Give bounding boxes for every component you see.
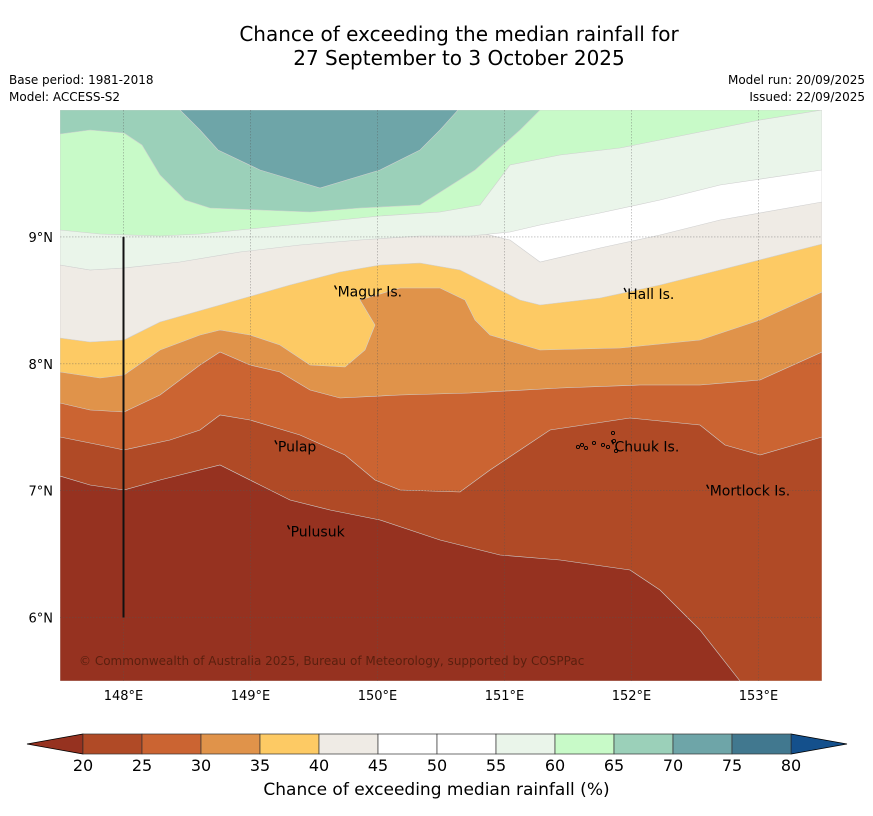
colorbar-swatch (436, 733, 497, 755)
lon-tick-label: 151°E (485, 689, 525, 704)
island-markers (575, 430, 619, 454)
island-marker (610, 439, 615, 445)
colorbar-tick-label: 20 (73, 756, 93, 775)
issued-date: Issued: 22/09/2025 (749, 90, 865, 104)
colorbar-tick-label: 80 (781, 756, 801, 775)
meta-right: Model run: 20/09/2025 Issued: 22/09/2025 (728, 72, 865, 106)
islet-icon (575, 444, 581, 450)
lat-tick-label: 7°N (29, 485, 54, 500)
colorbar-tick-label: 45 (368, 756, 388, 775)
islet-icon (591, 440, 597, 446)
colorbar-swatch (259, 733, 320, 755)
lat-tick-label: 8°N (29, 358, 54, 373)
colorbar-under-arrow (26, 733, 84, 755)
lon-tick-label: 149°E (231, 689, 271, 704)
latitude-ticks: 9°N 8°N 7°N 6°N (29, 231, 54, 627)
island-marker (623, 287, 627, 293)
colorbar-tick-label: 30 (191, 756, 211, 775)
lat-tick-label: 6°N (29, 612, 54, 627)
longitude-ticks: 148°E 149°E 150°E 151°E 152°E 153°E (104, 689, 779, 704)
meta-left: Base period: 1981-2018 Model: ACCESS-S2 (9, 72, 154, 106)
colorbar-over-arrow (790, 733, 848, 755)
chart-title: Chance of exceeding the median rainfall … (0, 22, 873, 70)
base-period: Base period: 1981-2018 (9, 73, 154, 87)
contour-bands (60, 110, 822, 681)
colorbar-label: Chance of exceeding median rainfall (%) (263, 780, 610, 800)
graticule (60, 110, 822, 681)
colorbar-swatch (318, 733, 379, 755)
colorbar-tick-label: 35 (250, 756, 270, 775)
colorbar-swatch (672, 733, 733, 755)
colorbar-swatch (613, 733, 674, 755)
islet-icon (610, 430, 616, 436)
lon-tick-label: 150°E (358, 689, 398, 704)
place-label: Pulusuk (291, 524, 346, 540)
colorbar-swatch (82, 733, 143, 755)
colorbar-tick-label: 55 (486, 756, 506, 775)
colorbar-swatch (731, 733, 792, 755)
copyright-text: © Commonwealth of Australia 2025, Bureau… (79, 654, 584, 668)
title-line-2: 27 September to 3 October 2025 (293, 46, 625, 70)
colorbar-tick-label: 60 (545, 756, 565, 775)
colorbar-tick-label: 50 (427, 756, 447, 775)
islet-icon (583, 445, 589, 451)
lat-tick-label: 9°N (29, 231, 54, 246)
colorbar-tick-label: 40 (309, 756, 329, 775)
island-marker (706, 484, 710, 489)
colorbar: 20 25 30 35 40 45 50 55 60 65 70 75 80 (26, 733, 848, 775)
islet-icon (613, 448, 619, 454)
islet-icon (579, 442, 585, 448)
colorbar-swatch (495, 733, 556, 755)
place-label: Magur Is. (338, 284, 403, 300)
place-label: Chuuk Is. (614, 439, 679, 455)
place-label: Hall Is. (627, 287, 674, 303)
colorbar-tick-label: 25 (132, 756, 152, 775)
lon-tick-label: 153°E (739, 689, 779, 704)
contour-band (179, 110, 459, 189)
island-marker (274, 439, 278, 445)
colorbar-tick-label: 70 (663, 756, 683, 775)
island-marker (333, 285, 338, 290)
islet-icon (605, 444, 611, 450)
lon-tick-label: 152°E (612, 689, 652, 704)
colorbar-swatch (200, 733, 261, 755)
island-marker (286, 524, 291, 530)
model-name: Model: ACCESS-S2 (9, 90, 121, 104)
colorbar-swatch (377, 733, 438, 755)
place-labels: Magur Is. Hall Is. Pulap Chuuk Is. Mortlock … (274, 284, 790, 540)
lon-tick-label: 148°E (104, 689, 144, 704)
place-label: Pulap (278, 439, 317, 455)
place-label: Mortlock Is. (710, 484, 790, 500)
colorbar-swatch (141, 733, 202, 755)
colorbar-tick-label: 65 (604, 756, 624, 775)
colorbar-tick-label: 75 (722, 756, 742, 775)
colorbar-swatch (554, 733, 615, 755)
title-line-1: Chance of exceeding the median rainfall … (239, 22, 679, 46)
model-run: Model run: 20/09/2025 (727, 73, 865, 87)
islet-icon (600, 442, 606, 448)
